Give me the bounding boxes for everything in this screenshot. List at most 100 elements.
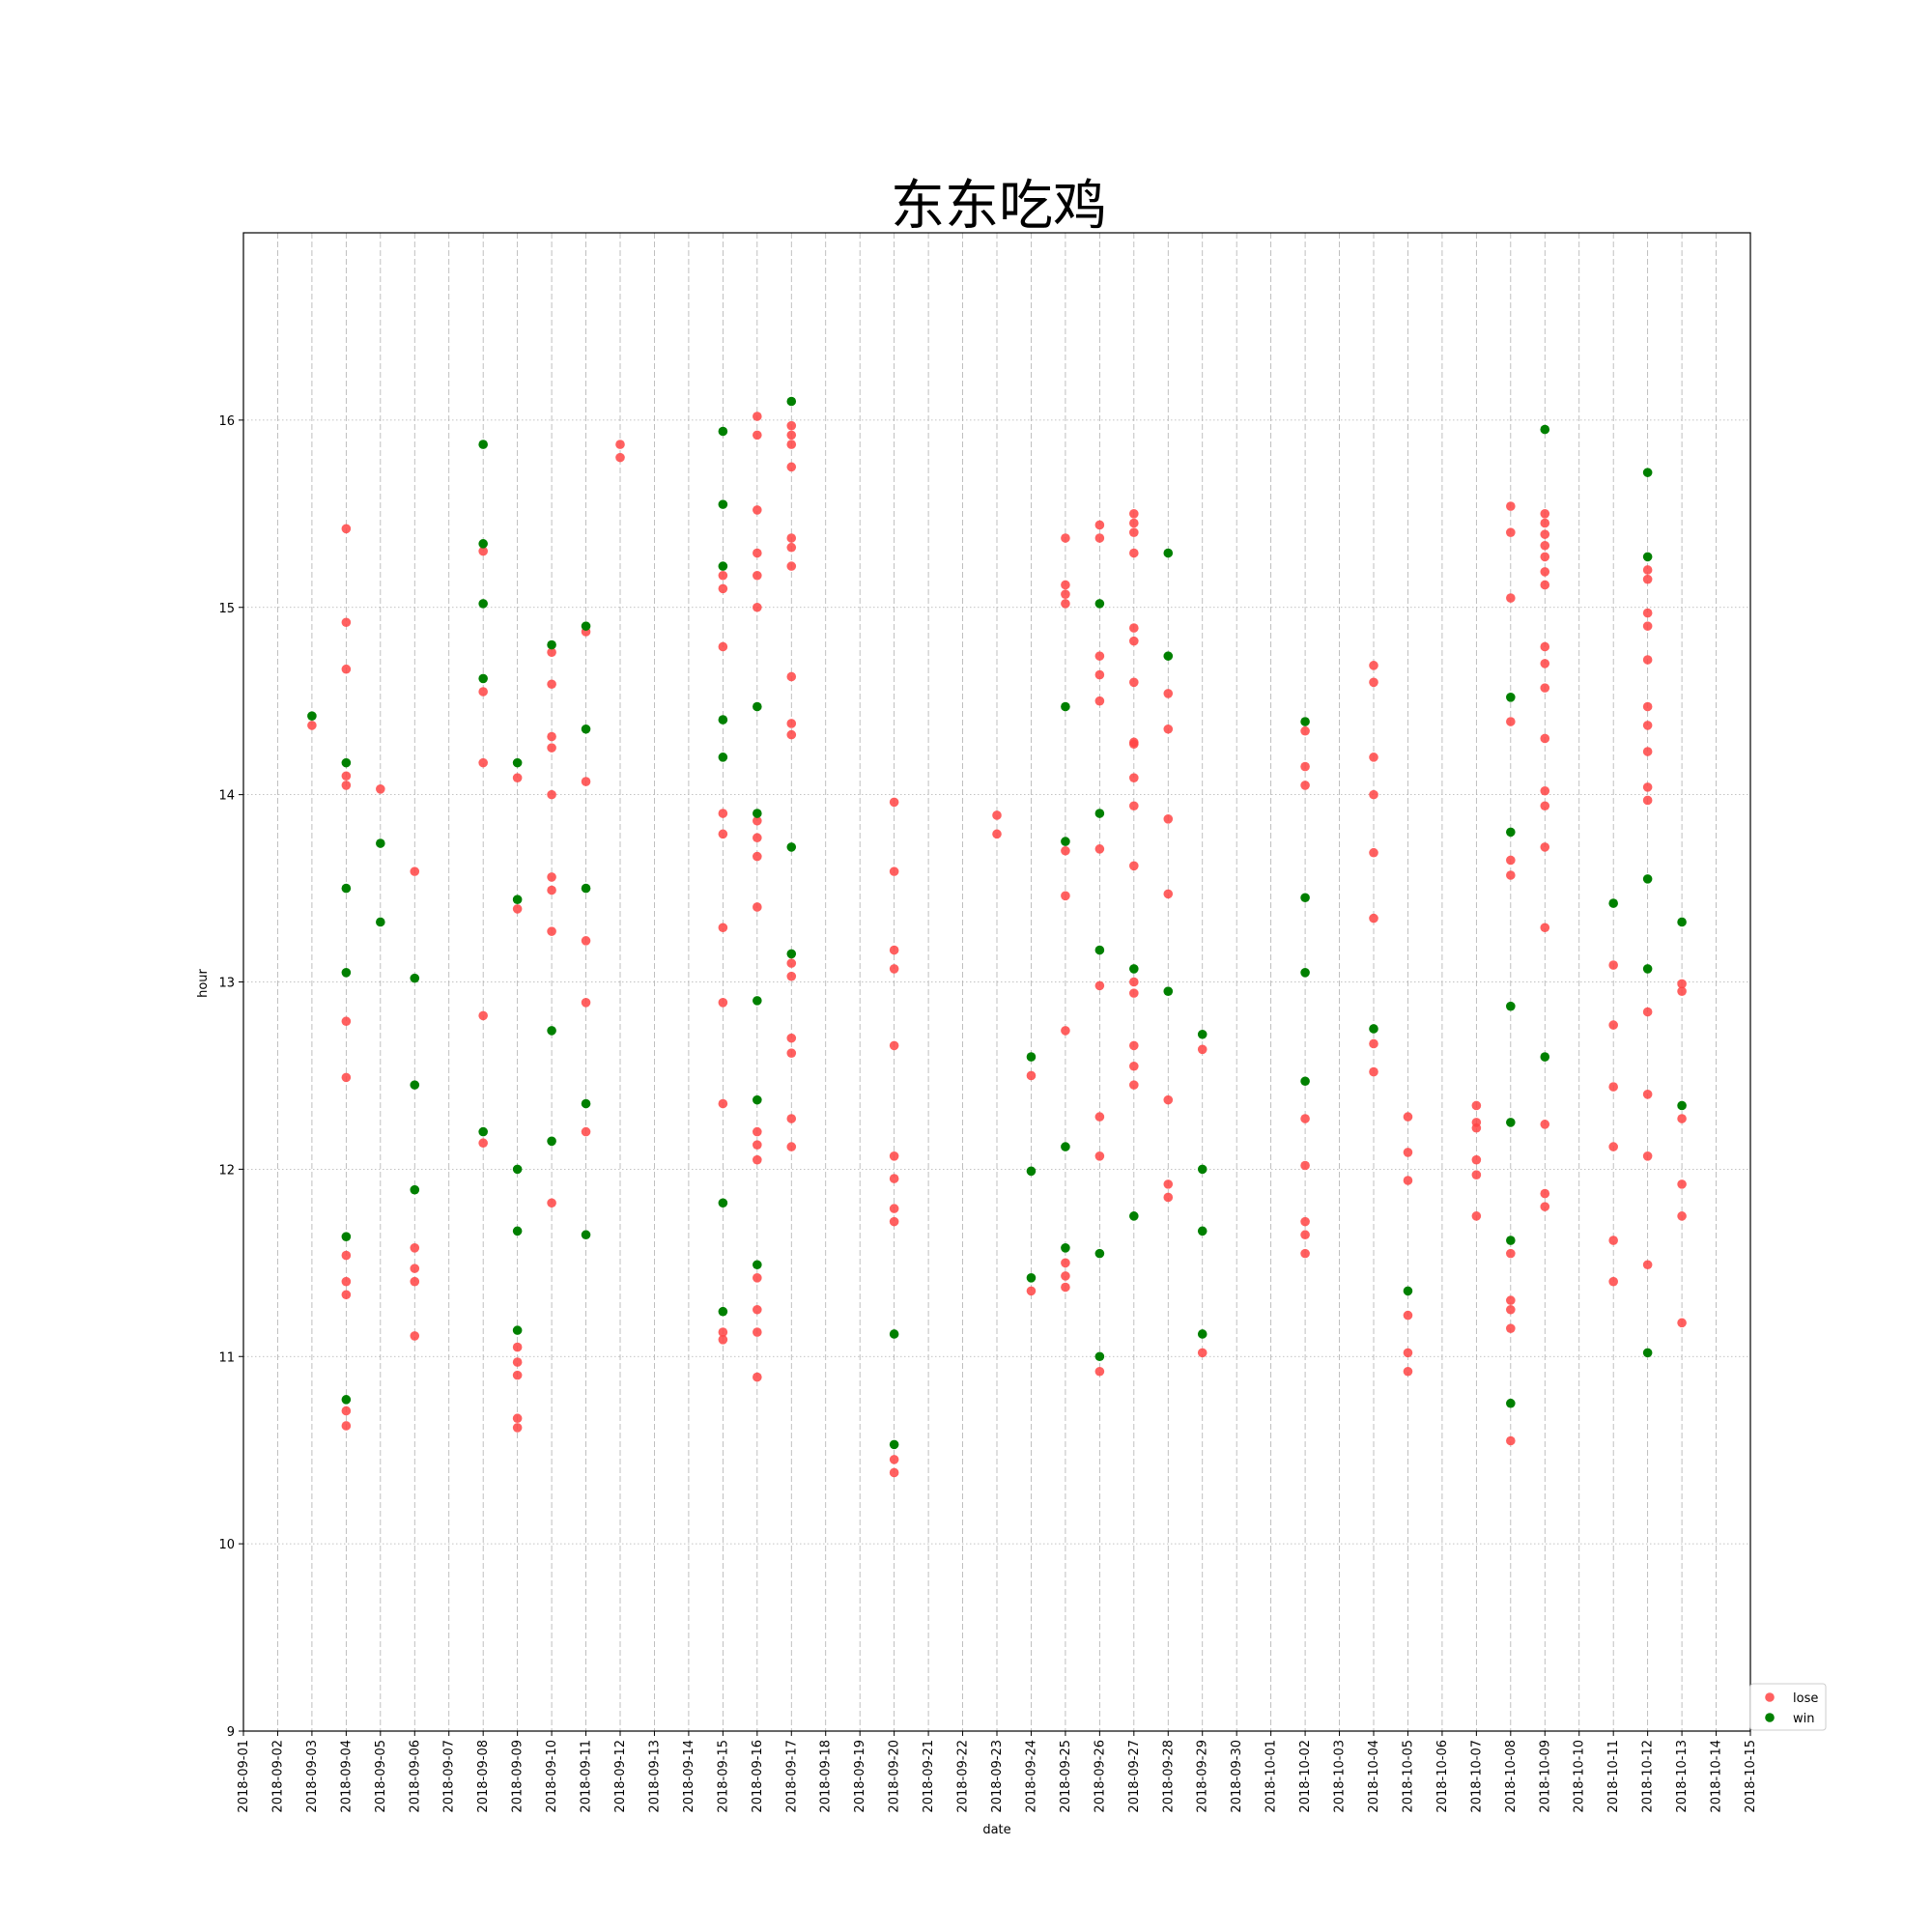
data-point-lose <box>615 440 625 449</box>
data-point-lose <box>410 1331 420 1341</box>
data-point-win <box>478 440 488 449</box>
x-tick-label: 2018-09-07 <box>442 1740 457 1813</box>
data-point-lose <box>1642 1151 1653 1161</box>
data-point-lose <box>1506 593 1516 603</box>
data-point-lose <box>1506 855 1516 866</box>
data-point-lose <box>1061 1258 1070 1268</box>
data-point-win <box>1061 1243 1070 1253</box>
data-point-lose <box>1608 1020 1618 1030</box>
data-point-win <box>1300 717 1310 726</box>
data-point-win <box>1197 1226 1208 1236</box>
data-point-win <box>786 949 797 959</box>
data-point-win <box>512 757 523 768</box>
data-point-lose <box>1163 814 1174 824</box>
data-point-lose <box>1163 689 1174 698</box>
data-point-lose <box>718 570 728 581</box>
data-point-win <box>547 1136 556 1147</box>
data-point-lose <box>341 781 352 790</box>
chart-title: 东东吃鸡 <box>891 175 1107 238</box>
data-point-lose <box>1369 661 1378 670</box>
data-point-win <box>889 1329 899 1339</box>
data-point-win <box>376 838 385 848</box>
x-tick-label: 2018-09-02 <box>270 1740 285 1813</box>
data-point-lose <box>786 440 797 449</box>
x-tick-label: 2018-09-21 <box>922 1740 936 1813</box>
data-point-lose <box>786 542 797 553</box>
data-point-win <box>478 1126 488 1137</box>
x-tick-label: 2018-09-19 <box>853 1740 867 1813</box>
x-tick-label: 2018-10-03 <box>1333 1740 1348 1813</box>
data-point-win <box>1026 1166 1037 1177</box>
data-point-win <box>1129 964 1139 974</box>
data-point-lose <box>753 815 762 826</box>
data-point-lose <box>786 561 797 571</box>
data-point-lose <box>1094 520 1105 530</box>
x-tick-label: 2018-10-08 <box>1504 1740 1519 1813</box>
data-point-lose <box>341 1421 352 1431</box>
data-point-win <box>410 1080 420 1090</box>
data-point-lose <box>1369 753 1378 762</box>
x-tick-label: 2018-09-11 <box>580 1740 594 1813</box>
data-point-lose <box>1094 696 1105 706</box>
data-point-lose <box>1129 988 1139 998</box>
data-point-win <box>1506 1398 1516 1408</box>
data-point-lose <box>1471 1211 1482 1221</box>
data-point-lose <box>1540 659 1550 668</box>
x-tick-label: 2018-10-12 <box>1641 1740 1656 1813</box>
data-point-lose <box>1061 599 1070 609</box>
data-point-win <box>1163 548 1174 558</box>
data-point-lose <box>889 1216 899 1227</box>
data-point-lose <box>1061 589 1070 599</box>
data-point-lose <box>1608 1142 1618 1151</box>
data-point-lose <box>1369 913 1378 923</box>
data-point-lose <box>1540 518 1550 528</box>
data-point-win <box>1026 1273 1037 1283</box>
y-tick-label: 13 <box>218 977 235 991</box>
data-point-lose <box>1642 655 1653 665</box>
data-point-lose <box>889 867 899 876</box>
data-point-win <box>1506 1236 1516 1245</box>
data-point-lose <box>547 731 556 742</box>
data-point-lose <box>753 1273 762 1283</box>
data-point-lose <box>547 789 556 800</box>
data-point-win <box>547 639 556 650</box>
x-tick-label: 2018-10-06 <box>1435 1740 1450 1813</box>
data-point-lose <box>1540 552 1550 562</box>
data-point-lose <box>786 1114 797 1123</box>
data-point-lose <box>410 1276 420 1287</box>
data-point-lose <box>1129 739 1139 750</box>
data-point-lose <box>1129 527 1139 537</box>
data-point-lose <box>1129 1080 1139 1090</box>
data-point-win <box>1642 1348 1653 1358</box>
legend-marker-win <box>1765 1713 1775 1722</box>
data-point-win <box>1094 809 1105 818</box>
data-point-lose <box>1094 1366 1105 1377</box>
data-point-lose <box>1642 701 1653 712</box>
data-point-lose <box>1403 1348 1413 1358</box>
data-point-win <box>786 396 797 407</box>
data-point-win <box>1061 1142 1070 1151</box>
x-axis-label: date <box>982 1823 1010 1837</box>
data-point-lose <box>1506 717 1516 726</box>
data-point-lose <box>341 1290 352 1300</box>
data-point-lose <box>1061 845 1070 856</box>
x-tick-label: 2018-10-13 <box>1675 1740 1690 1813</box>
data-point-win <box>753 1094 762 1105</box>
data-point-lose <box>341 1016 352 1027</box>
data-point-win <box>889 1439 899 1450</box>
data-point-win <box>581 1230 591 1240</box>
data-point-win <box>1300 893 1310 903</box>
data-point-lose <box>1094 1112 1105 1122</box>
data-point-lose <box>1471 1100 1482 1111</box>
data-point-lose <box>478 1138 488 1149</box>
data-point-lose <box>1540 1188 1550 1199</box>
data-point-lose <box>753 1126 762 1137</box>
data-point-lose <box>1061 1026 1070 1036</box>
x-tick-label: 2018-10-10 <box>1573 1740 1587 1813</box>
data-point-win <box>718 1198 728 1208</box>
data-point-lose <box>1471 1122 1482 1133</box>
data-point-win <box>1163 651 1174 661</box>
data-point-lose <box>786 430 797 440</box>
data-point-lose <box>1403 1112 1413 1122</box>
data-point-lose <box>547 872 556 882</box>
